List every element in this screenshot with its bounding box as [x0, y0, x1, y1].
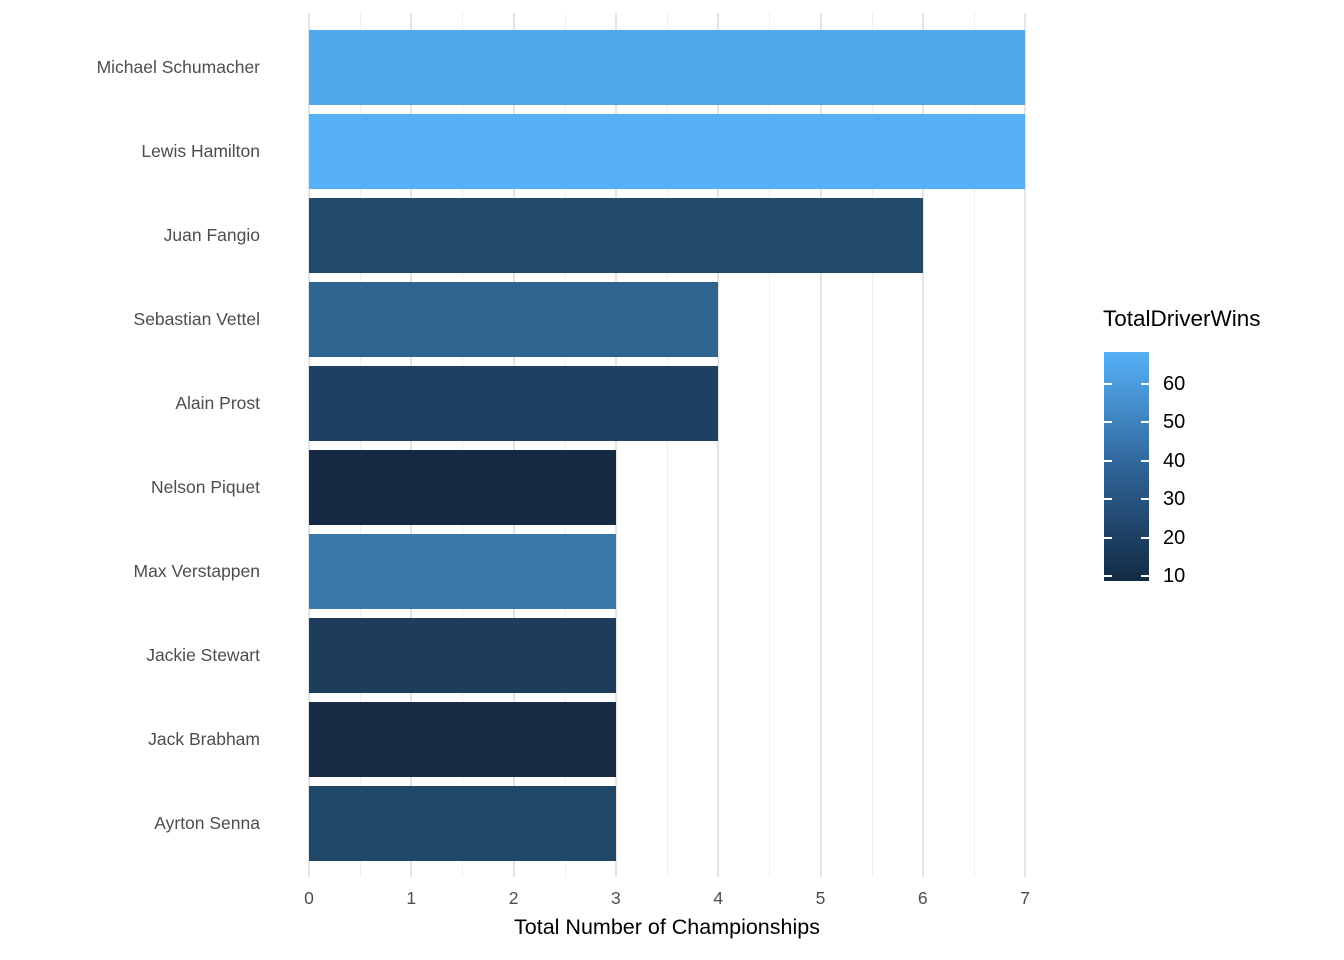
gridline-major [819, 13, 822, 877]
legend-tick-label: 20 [1163, 526, 1186, 549]
y-axis-label: Jack Brabham [148, 729, 260, 749]
legend-colorbar-tick [1141, 459, 1149, 462]
gridline-minor [871, 13, 873, 877]
bar-alain-prost [309, 365, 719, 441]
legend-colorbar-tick [1104, 536, 1112, 539]
x-axis-title: Total Number of Championships [514, 915, 820, 939]
bar-max-verstappen [309, 533, 616, 609]
legend-colorbar-tick [1141, 575, 1149, 578]
gridline-major [1024, 13, 1027, 877]
bar-ayrton-senna [309, 785, 616, 861]
legend-colorbar-tick [1104, 498, 1112, 501]
y-axis-label: Juan Fangio [163, 225, 260, 245]
legend: TotalDriverWins 60 50 40 30 20 10 [1089, 300, 1339, 600]
gridline-major [717, 13, 720, 877]
bar-sebastian-vettel [309, 281, 719, 357]
legend-tick-label: 10 [1163, 565, 1186, 588]
legend-colorbar-tick [1104, 575, 1112, 578]
bar-jack-brabham [309, 701, 616, 777]
gridline-major [308, 13, 310, 877]
legend-colorbar-tick [1104, 421, 1112, 424]
legend-title: TotalDriverWins [1103, 306, 1261, 331]
legend-colorbar-tick [1141, 382, 1149, 385]
x-axis-tick-label: 3 [611, 888, 621, 908]
legend-colorbar-tick [1104, 459, 1112, 462]
gridline-major [410, 13, 413, 877]
legend-tick-label: 30 [1163, 488, 1186, 511]
legend-tick-label: 60 [1163, 372, 1186, 395]
y-axis-label: Nelson Piquet [151, 477, 260, 497]
x-axis-tick-label: 4 [713, 888, 724, 908]
legend-colorbar-tick [1141, 421, 1149, 424]
gridline-minor [667, 13, 669, 877]
legend-tick-label: 50 [1163, 411, 1186, 434]
y-axis-label: Alain Prost [175, 393, 260, 413]
gridline-minor [769, 13, 771, 877]
x-axis-tick-label: 7 [1020, 888, 1030, 908]
legend-colorbar-tick [1104, 382, 1112, 385]
bar-juan-fangio [309, 197, 923, 273]
bar-lewis-hamilton [309, 113, 1026, 189]
legend-colorbar-tick [1141, 498, 1149, 501]
legend-colorbar-gradient [1104, 352, 1149, 581]
gridline-minor [360, 13, 362, 877]
gridline-major [512, 13, 515, 877]
legend-colorbar-tick [1141, 536, 1149, 539]
y-axis-label: Jackie Stewart [146, 645, 260, 665]
y-axis-label: Michael Schumacher [96, 57, 260, 77]
x-axis-tick-label: 6 [917, 888, 928, 908]
y-axis-label: Max Verstappen [133, 561, 260, 581]
gridline-minor [564, 13, 566, 877]
y-axis-label: Sebastian Vettel [133, 309, 260, 329]
x-axis-tick-label: 5 [815, 888, 826, 908]
x-axis-tick-label: 1 [406, 888, 417, 908]
x-axis-tick-label: 0 [304, 888, 314, 908]
x-axis-tick-label: 2 [508, 888, 519, 908]
legend-tick-label: 40 [1163, 449, 1186, 472]
gridline-major [921, 13, 924, 877]
gridline-major [614, 13, 617, 877]
gridline-minor [973, 13, 975, 877]
bar-nelson-piquet [309, 449, 616, 525]
bar-michael-schumacher [309, 29, 1026, 105]
bar-jackie-stewart [309, 617, 616, 693]
y-axis-label: Ayrton Senna [154, 813, 260, 833]
gridline-minor [462, 13, 464, 877]
y-axis-label: Lewis Hamilton [141, 141, 260, 161]
plot-panel [273, 13, 1061, 877]
